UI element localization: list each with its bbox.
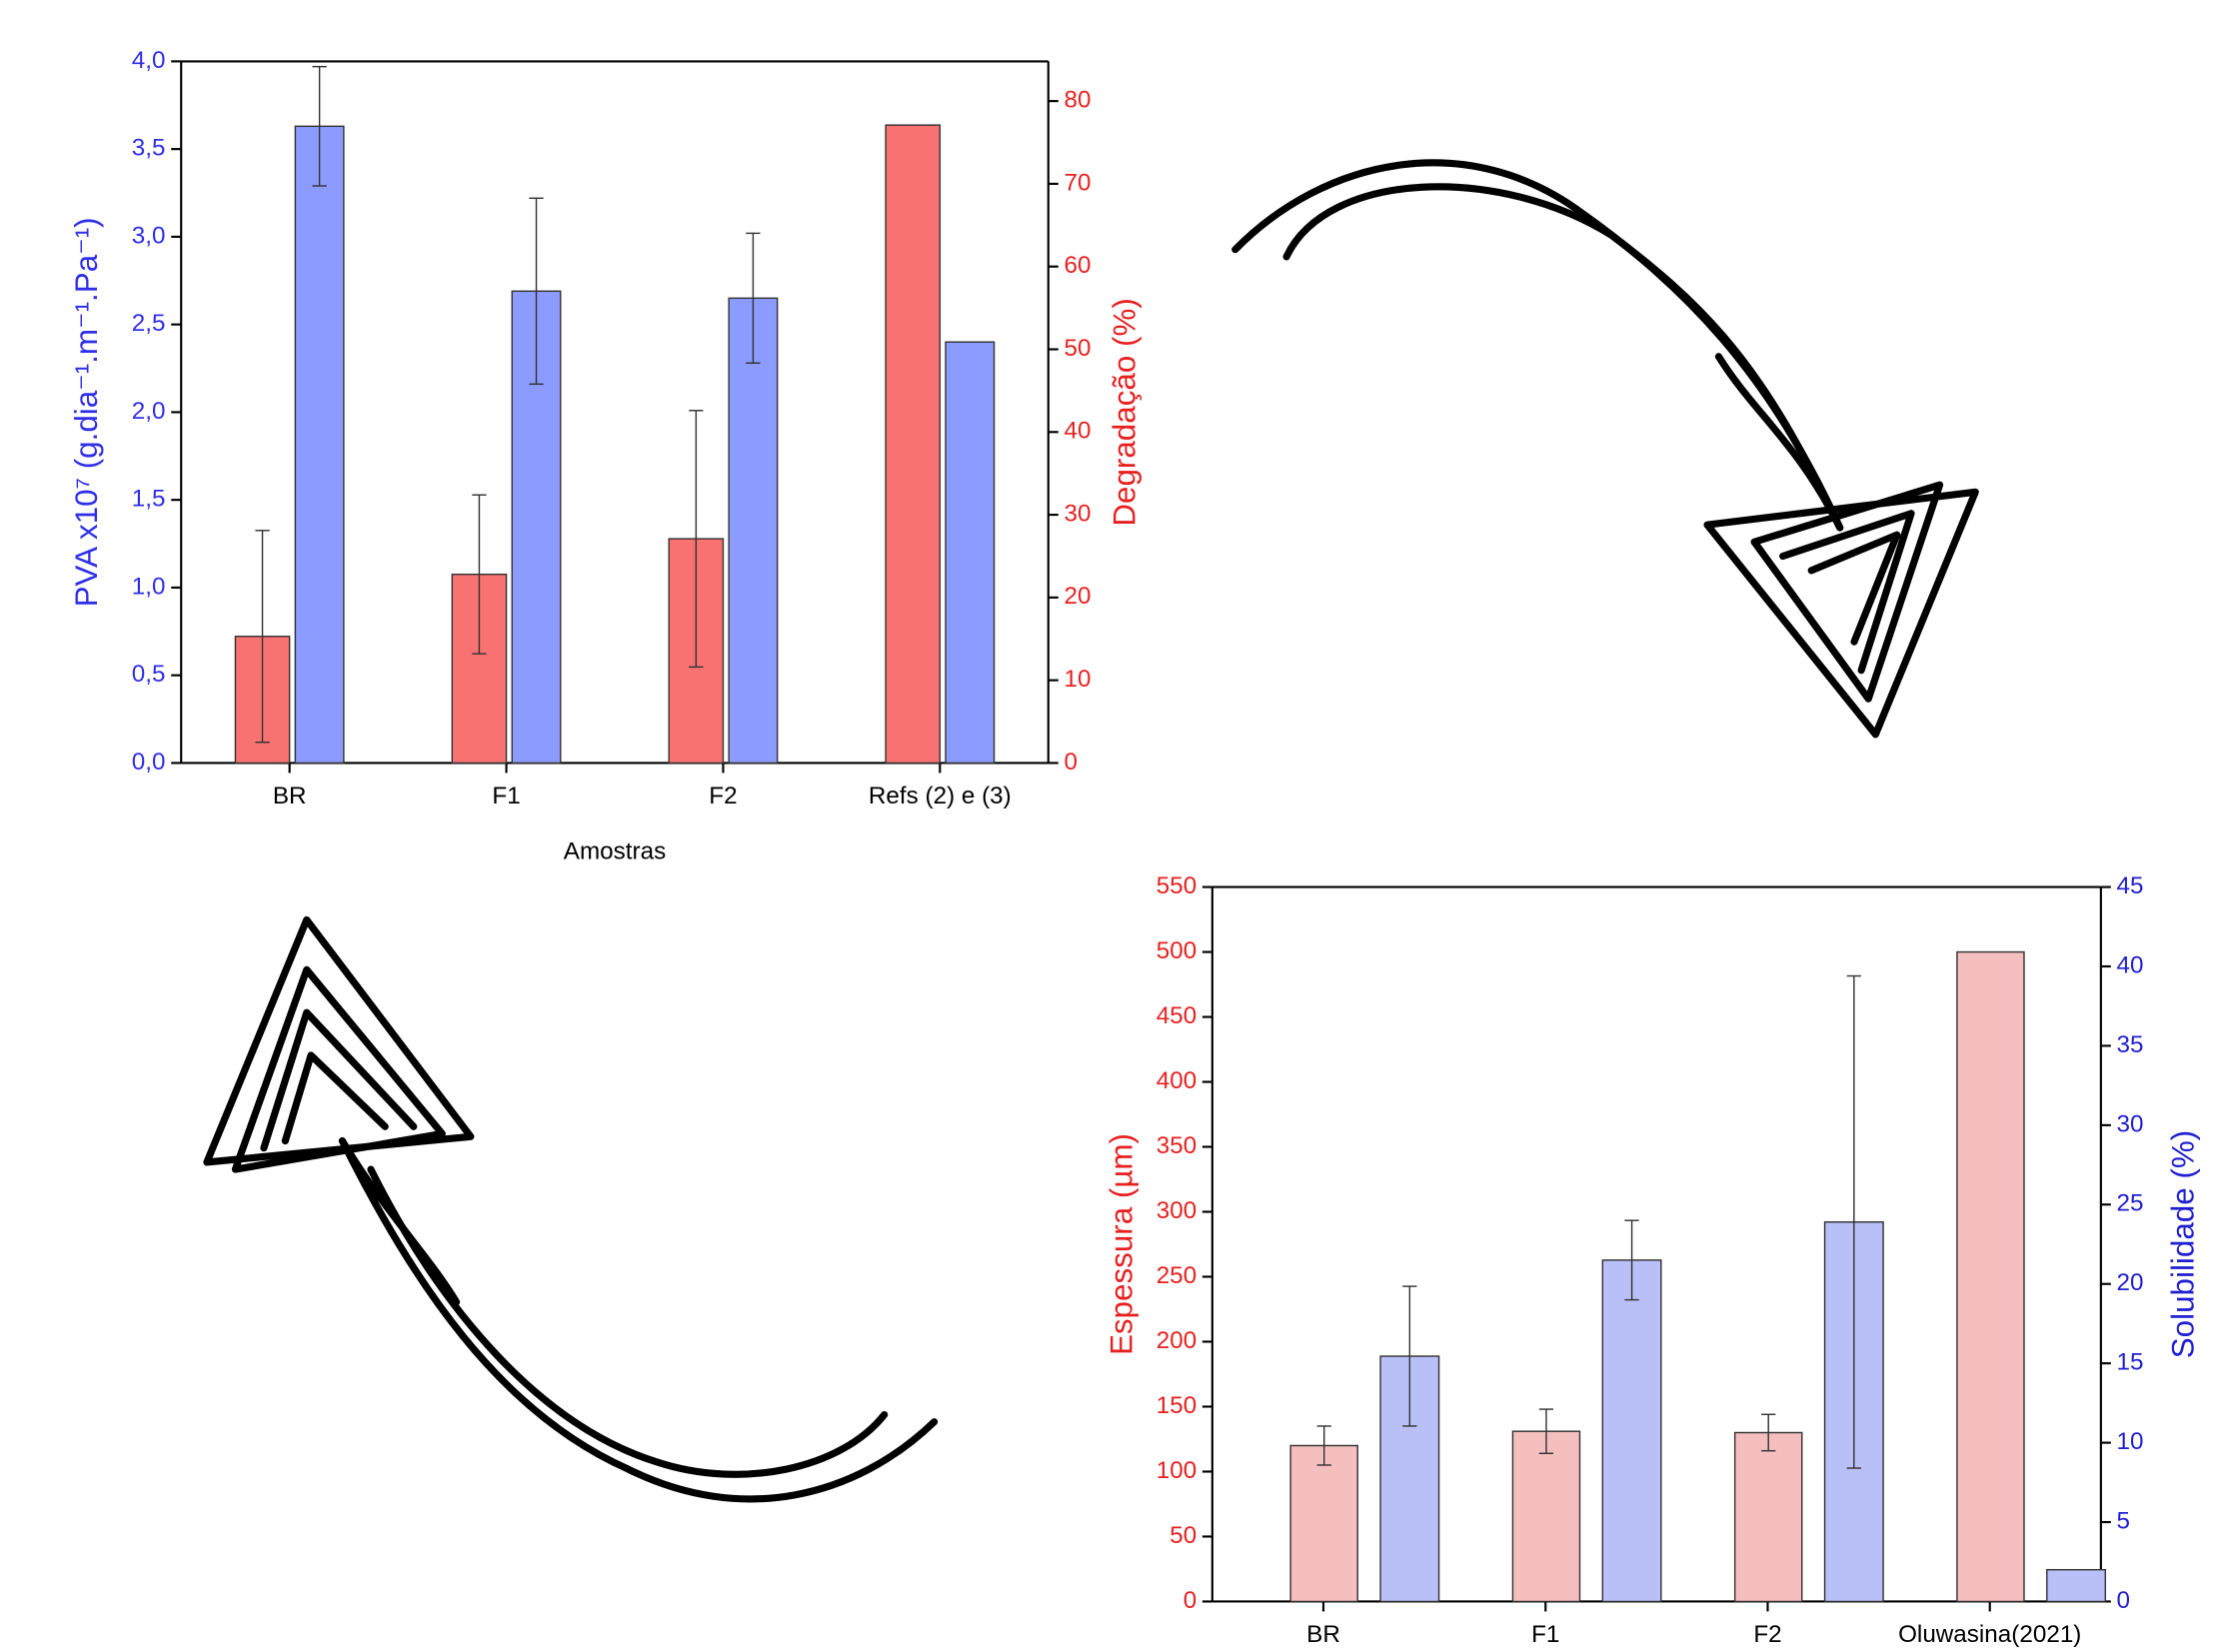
y2-tick-label: 5 [2117, 1507, 2131, 1534]
y-tick-label: 550 [1156, 872, 1196, 899]
error-bar [255, 530, 270, 744]
bar [885, 124, 942, 765]
y-tick-label: 1,5 [132, 486, 166, 513]
error-bar [529, 197, 544, 386]
y2-tick-label: 20 [2117, 1269, 2144, 1296]
y2-tick-label: 20 [1064, 583, 1091, 610]
y2-tick-label: 25 [2117, 1190, 2144, 1217]
x-tick-label: Refs (2) e (3) [869, 783, 1012, 810]
y2-tick-label: 0 [2117, 1587, 2131, 1614]
arrow-top-right [1231, 159, 1979, 739]
bar [1956, 950, 2025, 1603]
y2-tick-label: 40 [1064, 418, 1091, 445]
bar [728, 297, 779, 765]
y-tick-label: 2,5 [132, 310, 166, 337]
y-tick-label: 250 [1156, 1262, 1196, 1289]
y-axis-label: PVA x10⁷ (g.dia⁻¹.m⁻¹.Pa⁻¹) [69, 217, 104, 607]
x-tick-label: F1 [1531, 1621, 1559, 1648]
bar [1289, 1444, 1358, 1603]
y2-tick-label: 70 [1064, 169, 1091, 196]
y-tick-label: 0 [1183, 1587, 1197, 1614]
y-tick-label: 4,0 [132, 47, 166, 74]
y2-tick-label: 50 [1064, 335, 1091, 362]
y2-tick-label: 60 [1064, 252, 1091, 279]
y2-axis-label: Solubilidade (%) [2165, 1130, 2200, 1358]
y-tick-label: 1,0 [132, 573, 166, 600]
y-tick-label: 3,0 [132, 222, 166, 249]
y-tick-label: 500 [1156, 937, 1196, 964]
bar [1601, 1259, 1662, 1603]
error-bar [1538, 1408, 1554, 1454]
y-tick-label: 0,5 [132, 661, 166, 688]
error-bar [1402, 1285, 1417, 1427]
y2-tick-label: 80 [1064, 87, 1091, 114]
y2-tick-label: 10 [2117, 1428, 2144, 1455]
x-tick-label: BR [1306, 1621, 1340, 1648]
x-axis-label: Amostras [564, 838, 666, 865]
error-bar [1846, 974, 1861, 1469]
y-tick-label: 200 [1156, 1327, 1196, 1354]
error-bar [1316, 1425, 1331, 1466]
error-bar [746, 232, 761, 364]
bar [294, 125, 345, 765]
y2-tick-label: 40 [2117, 951, 2144, 978]
y-tick-label: 3,5 [132, 135, 166, 162]
y-tick-label: 450 [1156, 1002, 1196, 1029]
arrow-bottom-left [203, 915, 939, 1503]
x-tick-label: Oluwasina(2021) [1898, 1621, 2081, 1648]
y2-tick-label: 10 [1064, 666, 1091, 693]
y-tick-label: 350 [1156, 1132, 1196, 1159]
bar [1733, 1431, 1803, 1603]
error-bar [312, 65, 327, 187]
y2-tick-label: 15 [2117, 1349, 2144, 1376]
bar [1511, 1430, 1581, 1603]
y-tick-label: 300 [1156, 1197, 1196, 1224]
y2-tick-label: 30 [2117, 1110, 2144, 1137]
y-tick-label: 50 [1169, 1522, 1196, 1549]
y-axis-label: Espessura (µm) [1105, 1133, 1139, 1355]
y-tick-label: 0,0 [132, 749, 166, 776]
y2-tick-label: 30 [1064, 500, 1091, 527]
bar [945, 341, 996, 765]
x-tick-label: F2 [1753, 1621, 1781, 1648]
y2-tick-label: 35 [2117, 1031, 2144, 1058]
x-tick-label: BR [273, 783, 307, 810]
y-tick-label: 2,0 [132, 398, 166, 425]
y-tick-label: 400 [1156, 1067, 1196, 1094]
y-tick-label: 100 [1156, 1457, 1196, 1484]
error-bar [1624, 1219, 1639, 1301]
error-bar [689, 410, 704, 669]
error-bar [472, 494, 487, 655]
x-tick-label: F2 [709, 783, 737, 810]
y2-axis-label: Degradação (%) [1108, 298, 1142, 526]
x-tick-label: F1 [492, 783, 520, 810]
y2-tick-label: 45 [2117, 872, 2144, 899]
y2-tick-label: 0 [1064, 749, 1078, 776]
y-tick-label: 150 [1156, 1392, 1196, 1419]
error-bar [1761, 1413, 1776, 1452]
bar [2046, 1568, 2107, 1603]
